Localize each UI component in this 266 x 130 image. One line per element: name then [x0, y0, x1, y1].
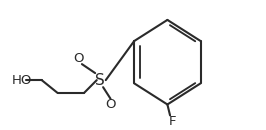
Text: F: F	[169, 115, 176, 128]
Text: O: O	[73, 52, 84, 65]
Text: HO: HO	[11, 74, 32, 87]
Text: O: O	[105, 98, 116, 111]
Text: S: S	[95, 73, 105, 88]
